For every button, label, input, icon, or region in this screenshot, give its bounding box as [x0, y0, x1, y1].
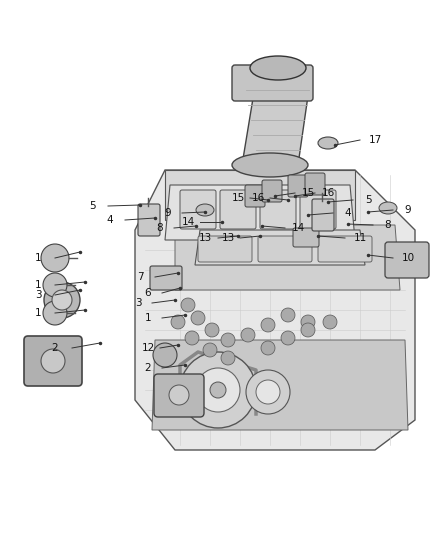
- FancyBboxPatch shape: [288, 175, 308, 197]
- Circle shape: [261, 341, 275, 355]
- Circle shape: [181, 298, 195, 312]
- Circle shape: [196, 368, 240, 412]
- Circle shape: [246, 370, 290, 414]
- FancyBboxPatch shape: [180, 190, 216, 229]
- Text: 15: 15: [301, 188, 314, 198]
- Text: 10: 10: [402, 253, 414, 263]
- Circle shape: [52, 290, 72, 310]
- Text: 6: 6: [145, 288, 151, 298]
- FancyBboxPatch shape: [262, 180, 282, 202]
- Text: 8: 8: [157, 223, 163, 233]
- FancyBboxPatch shape: [385, 242, 429, 278]
- FancyBboxPatch shape: [305, 173, 325, 195]
- Text: 2: 2: [52, 343, 58, 353]
- Polygon shape: [195, 230, 365, 265]
- Polygon shape: [165, 185, 355, 240]
- Circle shape: [205, 323, 219, 337]
- Text: 8: 8: [385, 220, 391, 230]
- Text: 17: 17: [368, 135, 381, 145]
- FancyBboxPatch shape: [24, 336, 82, 386]
- Ellipse shape: [232, 153, 308, 177]
- FancyBboxPatch shape: [258, 236, 312, 262]
- FancyBboxPatch shape: [312, 199, 334, 231]
- FancyBboxPatch shape: [150, 266, 182, 290]
- Text: 15: 15: [231, 193, 245, 203]
- Circle shape: [210, 382, 226, 398]
- Text: 11: 11: [353, 233, 367, 243]
- FancyBboxPatch shape: [260, 190, 296, 229]
- Polygon shape: [165, 170, 355, 220]
- Text: 3: 3: [35, 290, 41, 300]
- Circle shape: [301, 323, 315, 337]
- Text: 9: 9: [405, 205, 411, 215]
- FancyBboxPatch shape: [220, 190, 256, 229]
- Text: 16: 16: [251, 193, 265, 203]
- Text: 12: 12: [141, 343, 155, 353]
- Polygon shape: [152, 340, 408, 430]
- Text: 14: 14: [291, 223, 304, 233]
- Circle shape: [281, 308, 295, 322]
- Text: 3: 3: [135, 298, 141, 308]
- Circle shape: [301, 315, 315, 329]
- Ellipse shape: [318, 137, 338, 149]
- Text: 4: 4: [345, 208, 351, 218]
- Circle shape: [221, 333, 235, 347]
- Circle shape: [41, 349, 65, 373]
- Circle shape: [323, 315, 337, 329]
- Circle shape: [43, 273, 67, 297]
- Text: 16: 16: [321, 188, 335, 198]
- FancyBboxPatch shape: [300, 190, 336, 229]
- FancyBboxPatch shape: [232, 65, 313, 101]
- Text: 1: 1: [35, 280, 41, 290]
- FancyBboxPatch shape: [318, 236, 372, 262]
- Circle shape: [185, 331, 199, 345]
- Text: 1: 1: [35, 253, 41, 263]
- Circle shape: [43, 301, 67, 325]
- Text: 4: 4: [107, 215, 113, 225]
- Circle shape: [169, 385, 189, 405]
- Circle shape: [191, 311, 205, 325]
- Text: 13: 13: [198, 233, 212, 243]
- FancyBboxPatch shape: [198, 236, 252, 262]
- FancyBboxPatch shape: [293, 228, 319, 247]
- Circle shape: [180, 352, 256, 428]
- Circle shape: [221, 351, 235, 365]
- Circle shape: [203, 343, 217, 357]
- Ellipse shape: [250, 56, 306, 80]
- Text: 1: 1: [35, 308, 41, 318]
- Polygon shape: [242, 68, 312, 165]
- Circle shape: [281, 331, 295, 345]
- Text: 2: 2: [145, 363, 151, 373]
- Text: 7: 7: [137, 272, 143, 282]
- Text: 9: 9: [165, 208, 171, 218]
- FancyBboxPatch shape: [154, 374, 204, 417]
- FancyBboxPatch shape: [138, 204, 160, 236]
- Polygon shape: [175, 225, 400, 290]
- Polygon shape: [135, 170, 415, 450]
- Circle shape: [153, 343, 177, 367]
- Circle shape: [171, 315, 185, 329]
- Ellipse shape: [196, 204, 214, 216]
- Circle shape: [241, 328, 255, 342]
- FancyBboxPatch shape: [245, 185, 265, 207]
- Text: 13: 13: [221, 233, 235, 243]
- Circle shape: [41, 244, 69, 272]
- Text: 5: 5: [88, 201, 95, 211]
- Text: 5: 5: [365, 195, 371, 205]
- Text: 1: 1: [145, 313, 151, 323]
- Circle shape: [261, 318, 275, 332]
- Ellipse shape: [379, 202, 397, 214]
- Circle shape: [44, 282, 80, 318]
- Circle shape: [256, 380, 280, 404]
- Text: 14: 14: [181, 217, 194, 227]
